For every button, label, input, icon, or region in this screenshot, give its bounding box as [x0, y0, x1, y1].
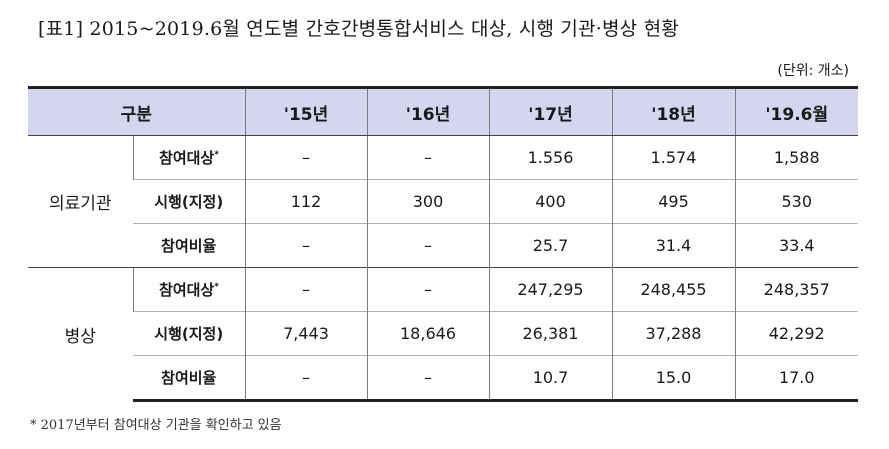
table-cell: 248,455 [611, 267, 735, 312]
header-year: '16년 [366, 86, 489, 136]
table-cell: 300 [366, 179, 489, 224]
table-row: 시행(지정) 7,443 18,646 26,381 37,288 42,292 [28, 311, 858, 356]
footnote-mark: * [214, 150, 219, 160]
row-label: 시행(지정) [133, 311, 245, 356]
group-label: 의료기관 [28, 135, 133, 268]
unit-label: (단위: 개소) [777, 63, 849, 79]
table-cell: 495 [611, 179, 735, 224]
table-cell: 1.574 [611, 135, 735, 180]
table-cell: – [366, 223, 489, 268]
table-cell: 15.0 [611, 355, 735, 402]
table-row: 참여비율 – – 25.7 31.4 33.4 [28, 223, 858, 268]
table-cell: 10.7 [488, 355, 612, 402]
table-cell: 31.4 [611, 223, 735, 268]
table-cell: 42,292 [734, 311, 858, 356]
header-category: 구분 [28, 86, 245, 136]
table-cell: – [366, 355, 489, 402]
table-cell: 26,381 [488, 311, 612, 356]
table-cell: – [366, 135, 489, 180]
table-cell: 247,295 [488, 267, 612, 312]
table-cell: 25.7 [488, 223, 612, 268]
row-label: 참여비율 [133, 223, 245, 268]
table-cell: 33.4 [734, 223, 858, 268]
table-cell: 400 [488, 179, 612, 224]
table-cell: 18,646 [366, 311, 489, 356]
table-row: 참여비율 – – 10.7 15.0 17.0 [28, 355, 858, 402]
table-cell: 17.0 [734, 355, 858, 402]
table-cell: 37,288 [611, 311, 735, 356]
header-year: '15년 [244, 86, 367, 136]
table-cell: 1.556 [488, 135, 612, 180]
header-year: '18년 [611, 86, 735, 136]
table-cell: 112 [244, 179, 367, 224]
table-cell: 1,588 [734, 135, 858, 180]
row-label: 참여비율 [133, 355, 245, 402]
table-row: 시행(지정) 112 300 400 495 530 [28, 179, 858, 224]
row-label: 참여대상* [132, 267, 245, 312]
table-cell: – [366, 267, 489, 312]
footnote: * 2017년부터 참여대상 기관을 확인하고 있음 [30, 418, 282, 433]
table-title: [표1] 2015~2019.6월 연도별 간호간병통합서비스 대상, 시행 기… [38, 18, 679, 40]
footnote-mark: * [214, 282, 219, 292]
table-cell: 7,443 [244, 311, 367, 356]
row-label: 시행(지정) [133, 179, 245, 224]
data-table: 구분 '15년 '16년 '17년 '18년 '19.6월 의료기관 참여대상*… [28, 86, 858, 402]
row-label: 참여대상* [132, 135, 245, 180]
table-cell: – [244, 267, 367, 312]
group-label: 병상 [28, 267, 133, 401]
header-row: 구분 '15년 '16년 '17년 '18년 '19.6월 [28, 86, 858, 136]
table-cell: – [244, 355, 367, 402]
table-row: 의료기관 참여대상* – – 1.556 1.574 1,588 [28, 135, 858, 268]
table-cell: – [244, 135, 367, 180]
header-year: '17년 [488, 86, 612, 136]
table-cell: – [244, 223, 367, 268]
table-cell: 530 [734, 179, 858, 224]
table-row: 병상 참여대상* – – 247,295 248,455 248,357 [28, 267, 858, 401]
header-year: '19.6월 [734, 86, 858, 136]
table-cell: 248,357 [734, 267, 858, 312]
